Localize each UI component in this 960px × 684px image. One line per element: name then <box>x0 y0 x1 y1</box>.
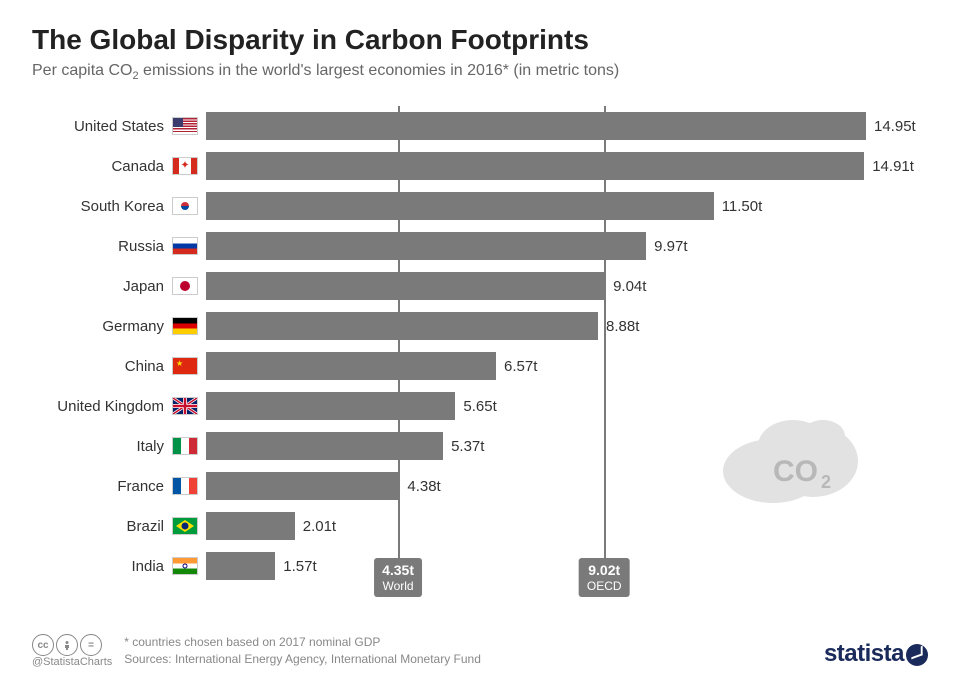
bar-value: 5.65t <box>463 398 496 415</box>
country-label: Germany <box>32 318 172 335</box>
bar-wrap: 6.57t <box>206 352 928 380</box>
bar-row: Brazil 2.01t <box>32 506 928 546</box>
bar-wrap: 11.50t <box>206 192 928 220</box>
flag-us <box>172 117 198 135</box>
bar-row: United States 14.95t <box>32 106 928 146</box>
sources: Sources: International Energy Agency, In… <box>124 651 481 668</box>
flag-br <box>172 517 198 535</box>
reference-line <box>398 106 400 586</box>
bar-row: South Korea 11.50t <box>32 186 928 226</box>
bar-value: 2.01t <box>303 518 336 535</box>
bar-row: United Kingdom 5.65t <box>32 386 928 426</box>
flag-it <box>172 437 198 455</box>
bar-row: Canada✦ 14.91t <box>32 146 928 186</box>
country-label: South Korea <box>32 198 172 215</box>
footer-left: cc = @StatistaCharts * countries chosen … <box>32 634 481 668</box>
nd-icon: = <box>80 634 102 656</box>
flag-fr <box>172 477 198 495</box>
bar-value: 14.91t <box>872 158 914 175</box>
flag-ru <box>172 237 198 255</box>
flag-kr <box>172 197 198 215</box>
bar-row: India 1.57t <box>32 546 928 586</box>
bar-row: Japan 9.04t <box>32 266 928 306</box>
chart-container: The Global Disparity in Carbon Footprint… <box>0 0 960 684</box>
bar-wrap: 9.97t <box>206 232 928 260</box>
bar-value: 14.95t <box>874 118 916 135</box>
bar-value: 11.50t <box>722 198 763 215</box>
statista-logo-icon <box>906 644 928 666</box>
bar-wrap: 4.38t <box>206 472 928 500</box>
bar <box>206 312 598 340</box>
chart-area: CO 2 United States14.95tCanada✦14.91tSou… <box>32 106 928 586</box>
bar <box>206 232 646 260</box>
flag-in <box>172 557 198 575</box>
country-label: United States <box>32 118 172 135</box>
bar-value: 6.57t <box>504 358 537 375</box>
footer-text: * countries chosen based on 2017 nominal… <box>124 634 481 668</box>
bar-row: China★ 6.57t <box>32 346 928 386</box>
country-label: Brazil <box>32 518 172 535</box>
flag-gb <box>172 397 198 415</box>
bar-wrap: 8.88t <box>206 312 928 340</box>
bar <box>206 112 866 140</box>
footer: cc = @StatistaCharts * countries chosen … <box>32 634 928 668</box>
bar <box>206 512 295 540</box>
flag-ca: ✦ <box>172 157 198 175</box>
bar <box>206 432 443 460</box>
twitter-handle: @StatistaCharts <box>32 656 112 668</box>
bar-wrap: 14.91t <box>206 152 928 180</box>
flag-jp <box>172 277 198 295</box>
flag-de <box>172 317 198 335</box>
bar-wrap: 5.37t <box>206 432 928 460</box>
bar-wrap: 2.01t <box>206 512 928 540</box>
chart-subtitle: Per capita CO2 emissions in the world's … <box>32 62 928 82</box>
bar-row: Germany 8.88t <box>32 306 928 346</box>
bar-value: 4.38t <box>407 478 440 495</box>
bar-wrap: 1.57t <box>206 552 928 580</box>
country-label: Italy <box>32 438 172 455</box>
bar-wrap: 5.65t <box>206 392 928 420</box>
bar-value: 1.57t <box>283 558 316 575</box>
country-label: Russia <box>32 238 172 255</box>
bar-value: 5.37t <box>451 438 484 455</box>
bar <box>206 552 275 580</box>
statista-logo: statista <box>824 640 928 668</box>
bar <box>206 152 864 180</box>
bar <box>206 272 605 300</box>
reference-label: 9.02tOECD <box>579 558 630 597</box>
bar <box>206 192 714 220</box>
cc-license-icons: cc = <box>32 634 112 656</box>
flag-cn: ★ <box>172 357 198 375</box>
bar-row: France 4.38t <box>32 466 928 506</box>
country-label: United Kingdom <box>32 398 172 415</box>
by-icon <box>56 634 78 656</box>
country-label: Canada <box>32 158 172 175</box>
bar-wrap: 14.95t <box>206 112 928 140</box>
bar-row: Russia 9.97t <box>32 226 928 266</box>
bar-wrap: 9.04t <box>206 272 928 300</box>
bar-value: 9.97t <box>654 238 687 255</box>
country-label: Japan <box>32 278 172 295</box>
bar <box>206 352 496 380</box>
bar-value: 9.04t <box>613 278 646 295</box>
bar <box>206 392 455 420</box>
bar <box>206 472 399 500</box>
chart-title: The Global Disparity in Carbon Footprint… <box>32 24 928 56</box>
country-label: France <box>32 478 172 495</box>
bar-value: 8.88t <box>606 318 639 335</box>
country-label: India <box>32 558 172 575</box>
footnote: * countries chosen based on 2017 nominal… <box>124 634 481 651</box>
reference-line <box>604 106 606 586</box>
cc-icon: cc <box>32 634 54 656</box>
bar-row: Italy 5.37t <box>32 426 928 466</box>
reference-label: 4.35tWorld <box>374 558 422 597</box>
country-label: China <box>32 358 172 375</box>
